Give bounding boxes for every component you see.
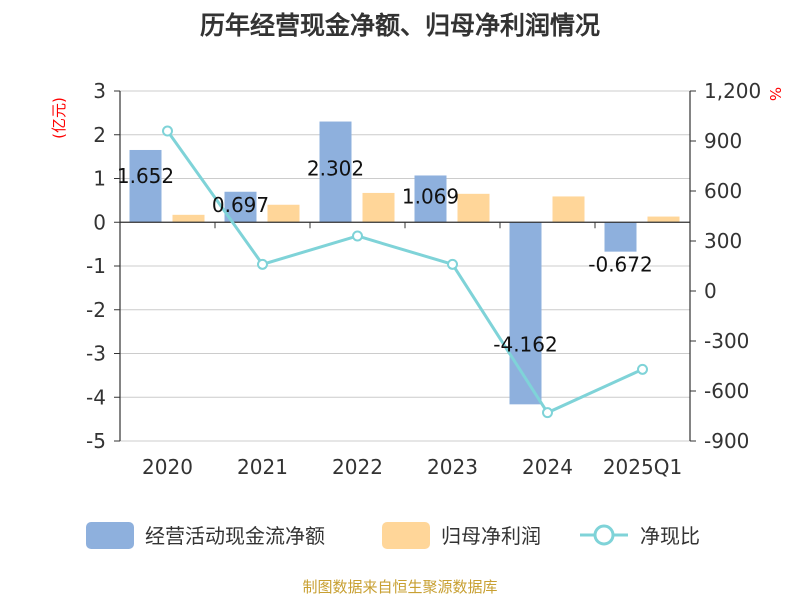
bar-net-profit	[647, 216, 680, 223]
bar-cashflow	[129, 149, 162, 223]
right-tick-label: 600	[704, 179, 742, 203]
legend-swatch-ratio-marker	[593, 524, 615, 546]
left-tick-label: -4	[86, 385, 106, 409]
bar-net-profit	[457, 193, 490, 223]
bar-cashflow	[509, 222, 542, 405]
source-footer: 制图数据来自恒生聚源数据库	[302, 578, 497, 596]
left-tick-label: -3	[86, 342, 106, 366]
legend-label-net-profit: 归母净利润	[441, 524, 541, 548]
ratio-point	[352, 230, 363, 242]
bar-label-cashflow: 0.697	[212, 193, 269, 217]
left-tick-label: 0	[93, 210, 106, 234]
legend: 经营活动现金流净额 归母净利润 净现比	[86, 522, 700, 549]
ratio-point	[637, 363, 648, 375]
legend-label-ratio: 净现比	[640, 524, 700, 548]
right-tick-label: 0	[704, 279, 717, 303]
right-axis: 1,200 900 600 300 0 -300 -600 -900	[689, 79, 761, 453]
legend-label-cashflow: 经营活动现金流净额	[145, 524, 325, 548]
ratio-point	[542, 407, 553, 419]
x-axis: 2020 2021 2022 2023 2024 2025Q1	[119, 221, 691, 479]
bar-label-cashflow: 1.652	[117, 164, 174, 188]
bar-net-profit	[267, 204, 300, 223]
left-tick-label: -1	[86, 254, 106, 278]
left-tick-label: 2	[93, 123, 106, 147]
bar-cashflow	[319, 121, 352, 223]
right-tick-label: 1,200	[704, 79, 761, 103]
legend-item-cashflow[interactable]: 经营活动现金流净额	[86, 522, 325, 549]
x-tick-label: 2024	[522, 455, 573, 479]
bar-label-cashflow: -4.162	[493, 333, 557, 357]
bar-net-profit	[362, 192, 395, 223]
bar-cashflow	[414, 175, 447, 223]
bar-net-profit	[172, 214, 205, 223]
left-axis-unit: (亿元)	[50, 97, 68, 139]
bar-net-profit	[552, 196, 585, 223]
bar-label-cashflow: -0.672	[588, 253, 652, 277]
x-tick-label: 2021	[237, 455, 288, 479]
bar-data-labels: 1.652 0.697 2.302 1.069 -4.162 -0.672	[117, 157, 653, 357]
legend-item-ratio[interactable]: 净现比	[580, 524, 700, 548]
right-tick-label: -300	[704, 329, 749, 353]
right-axis-unit: %	[766, 87, 784, 101]
x-tick-label: 2025Q1	[603, 455, 682, 479]
x-tick-label: 2020	[142, 455, 193, 479]
bar-cashflow	[604, 222, 637, 252]
legend-swatch-net-profit	[382, 522, 430, 549]
left-tick-label: 3	[93, 79, 106, 103]
left-tick-label: -5	[86, 429, 106, 453]
right-tick-label: 900	[704, 129, 742, 153]
left-axis: 3 2 1 0 -1 -2 -3 -4 -5	[86, 79, 121, 453]
left-tick-label: -2	[86, 298, 106, 322]
x-tick-label: 2022	[332, 455, 383, 479]
legend-item-net-profit[interactable]: 归母净利润	[382, 522, 541, 549]
line-series	[162, 125, 648, 419]
x-tick-label: 2023	[427, 455, 478, 479]
left-tick-label: 1	[93, 167, 106, 191]
ratio-point	[257, 258, 268, 270]
bar-label-cashflow: 2.302	[307, 157, 364, 181]
bar-label-cashflow: 1.069	[402, 184, 459, 208]
ratio-point	[447, 258, 458, 270]
right-tick-label: 300	[704, 229, 742, 253]
chart-title: 历年经营现金净额、归母净利润情况	[200, 11, 600, 40]
ratio-point	[162, 125, 173, 137]
ratio-line	[166, 130, 644, 415]
right-tick-label: -900	[704, 429, 749, 453]
legend-swatch-cashflow	[86, 522, 134, 549]
bar-series	[129, 121, 680, 405]
right-tick-label: -600	[704, 379, 749, 403]
